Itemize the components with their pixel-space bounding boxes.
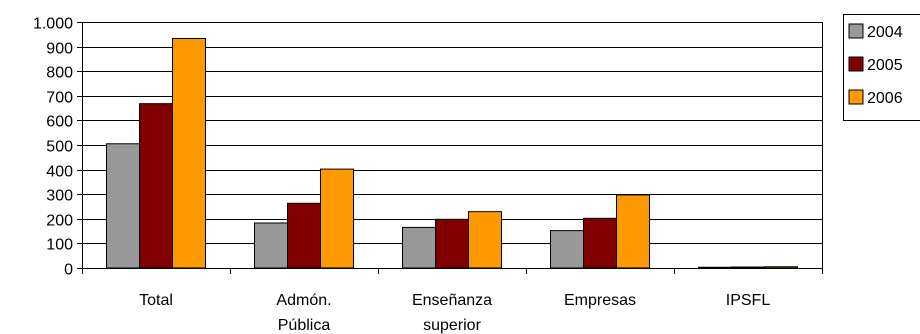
bar-2005: [139, 103, 173, 269]
bar-2004: [106, 143, 140, 269]
y-tick-label: 200: [46, 213, 73, 230]
y-tick-label: 0: [64, 262, 73, 279]
y-tick-label: 900: [46, 41, 73, 58]
y-tick-label: 500: [46, 139, 73, 156]
category-label: superior: [423, 317, 481, 334]
bar-2006: [764, 266, 798, 269]
legend-swatch-2006: [848, 89, 864, 105]
bar-2004: [698, 266, 732, 269]
legend: 2004 2005 2006: [843, 14, 920, 121]
bar-2006: [320, 168, 354, 269]
legend-label-2006: 2006: [867, 90, 903, 107]
legend-label-2004: 2004: [867, 24, 903, 41]
category-label: Pública: [278, 317, 331, 334]
category-label: Enseñanza: [412, 292, 492, 309]
category-label: Admón.: [276, 292, 331, 309]
axes: [77, 22, 823, 274]
category-label: Total: [139, 292, 173, 309]
bar-2006: [468, 211, 502, 269]
y-tick-label: 300: [46, 188, 73, 205]
bar-2004: [550, 230, 584, 269]
bar-2005: [731, 266, 765, 269]
bar-2004: [254, 222, 288, 269]
y-tick-label: 100: [46, 237, 73, 254]
y-tick-label: 1.000: [33, 16, 73, 33]
bar-2006: [616, 194, 650, 269]
bars: [106, 37, 798, 269]
category-label: IPSFL: [726, 292, 771, 309]
bar-2004: [402, 226, 436, 269]
y-tick-labels: 0 100 200 300 400 500 600 700 800 900 1.000: [33, 16, 73, 279]
bar-2005: [583, 217, 617, 269]
y-tick-label: 600: [46, 114, 73, 131]
bar-2005: [287, 202, 321, 269]
y-tick-label: 400: [46, 164, 73, 181]
y-tick-label: 700: [46, 90, 73, 107]
legend-label-2005: 2005: [867, 57, 903, 74]
category-labels: Total Admón. Pública Enseñanza superior Empre…: [139, 292, 770, 334]
legend-swatch-2004: [848, 23, 864, 39]
bar-2005: [435, 218, 469, 269]
y-tick-label: 800: [46, 65, 73, 82]
category-label: Empresas: [564, 292, 636, 309]
legend-swatch-2005: [848, 56, 864, 72]
bar-2006: [172, 37, 206, 269]
